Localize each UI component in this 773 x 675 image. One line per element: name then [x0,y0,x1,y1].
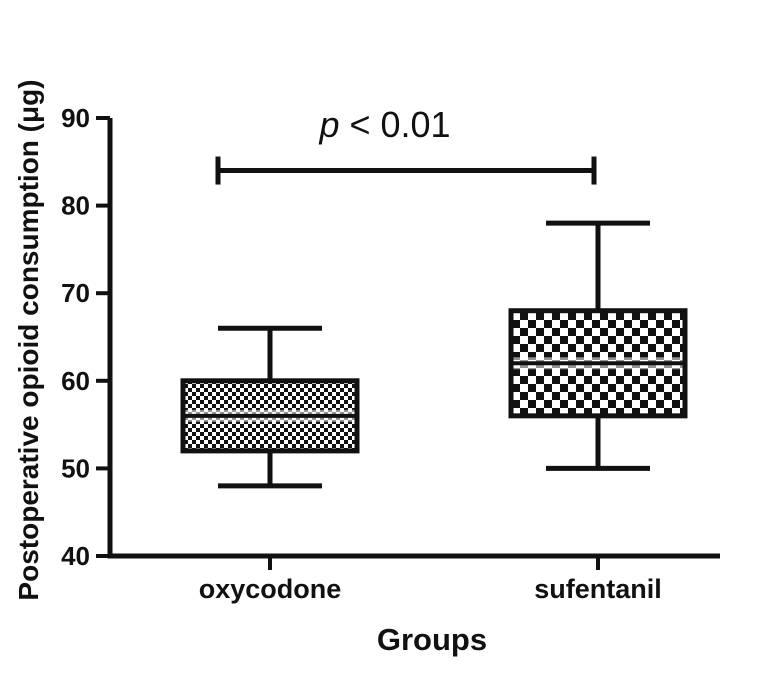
y-tick-label: 90 [61,103,90,133]
y-tick-label: 40 [61,541,90,571]
y-tick-label: 70 [61,278,90,308]
y-tick-label: 60 [61,366,90,396]
p-threshold: < 0.01 [339,104,450,145]
p-symbol: p [318,104,339,145]
x-tick-label: sufentanil [534,574,662,604]
x-axis-label: Groups [377,622,487,657]
y-tick-label: 80 [61,191,90,221]
p-value-annotation: p < 0.01 [318,104,450,145]
y-axis-label: Postoperative opioid consumption (μg) [13,79,44,600]
y-tick-label: 50 [61,453,90,483]
x-tick-label: oxycodone [199,574,342,604]
